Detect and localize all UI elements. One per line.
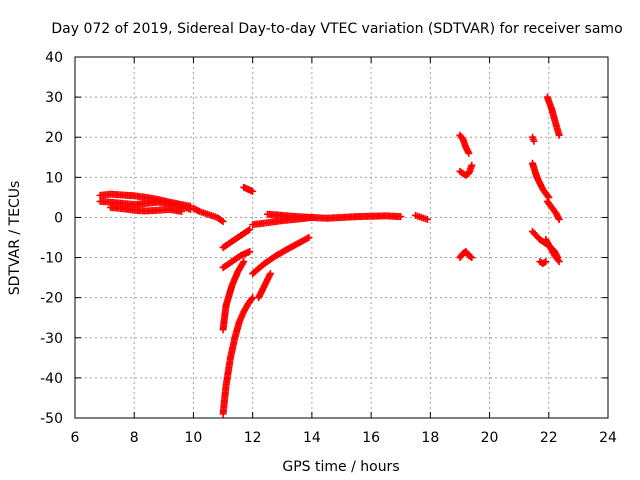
data-point (249, 294, 257, 302)
data-layer (96, 93, 563, 418)
chart-title: Day 072 of 2019, Sidereal Day-to-day VTE… (51, 21, 622, 37)
data-point (466, 253, 474, 261)
data-point (397, 213, 405, 221)
y-tick-label: 0 (54, 210, 63, 226)
tick-label-layer: 6 8 10 12 14 16 18 20 22 24 40 30 20 10 0 -10 -20 -30 -40 -… (40, 50, 617, 446)
grid-layer (75, 57, 608, 418)
y-tick-label: -30 (40, 331, 63, 347)
tick-layer (74, 56, 609, 419)
x-tick-label: 12 (244, 430, 262, 446)
x-tick-label: 6 (71, 430, 80, 446)
data-point (218, 216, 226, 224)
data-point (542, 258, 550, 266)
y-tick-label: -20 (40, 291, 63, 307)
x-tick-label: 10 (185, 430, 203, 446)
y-tick-label: 30 (45, 90, 63, 106)
data-point (308, 213, 316, 221)
data-point (194, 207, 202, 215)
data-point (465, 149, 473, 157)
data-point (219, 217, 227, 225)
y-tick-label: 40 (45, 50, 63, 66)
data-point (468, 161, 476, 169)
data-point (239, 259, 247, 267)
data-point (530, 137, 538, 145)
data-point (555, 258, 563, 266)
data-point (468, 254, 476, 262)
y-tick-label: 20 (45, 130, 63, 146)
data-point (303, 234, 311, 242)
data-point (554, 256, 562, 264)
y-tick-label: -10 (40, 251, 63, 267)
data-point (555, 215, 563, 223)
x-tick-label: 20 (481, 430, 499, 446)
data-point (246, 248, 254, 256)
data-point (244, 226, 252, 234)
x-tick-label: 22 (540, 430, 558, 446)
x-tick-label: 24 (599, 430, 617, 446)
x-tick-label: 14 (303, 430, 321, 446)
data-point (555, 131, 563, 139)
x-tick-label: 18 (421, 430, 439, 446)
data-point (540, 259, 548, 267)
plot-frame (74, 56, 609, 419)
data-point (305, 234, 313, 241)
x-tick-label: 8 (130, 430, 139, 446)
data-point (178, 207, 186, 215)
data-point (240, 258, 248, 266)
data-point (249, 187, 257, 195)
y-tick-label: -50 (40, 411, 63, 427)
x-axis-label: GPS time / hours (282, 459, 399, 475)
y-tick-label: -40 (40, 371, 63, 387)
y-tick-label: 10 (45, 170, 63, 186)
data-point (248, 295, 256, 303)
y-axis-label: SDTVAR / TECUs (7, 181, 23, 296)
data-point (423, 215, 431, 223)
data-point (266, 270, 274, 278)
x-tick-label: 16 (362, 430, 380, 446)
data-point (246, 225, 254, 233)
